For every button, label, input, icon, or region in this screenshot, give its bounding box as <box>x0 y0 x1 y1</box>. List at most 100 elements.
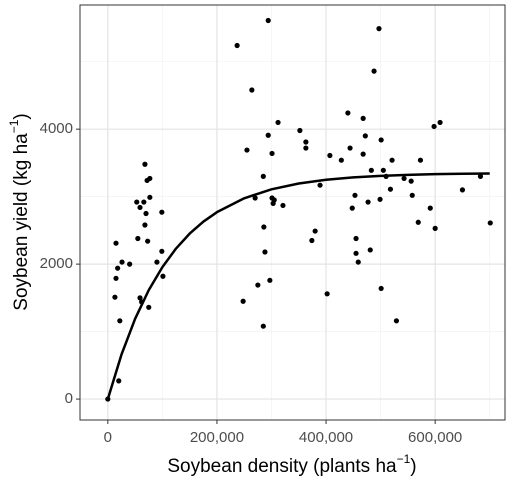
point <box>141 199 147 205</box>
point <box>312 228 318 234</box>
point <box>377 196 383 202</box>
point <box>252 195 258 201</box>
point <box>105 396 111 402</box>
point <box>378 285 384 292</box>
point <box>367 247 373 253</box>
point <box>487 220 493 226</box>
point <box>437 119 443 126</box>
point <box>303 139 309 145</box>
point <box>378 137 384 143</box>
point <box>360 151 366 157</box>
point <box>143 210 149 217</box>
point <box>415 219 421 225</box>
point <box>127 261 133 267</box>
point <box>477 173 484 179</box>
point <box>160 273 166 279</box>
point <box>260 173 266 179</box>
point <box>267 277 273 283</box>
point <box>324 291 330 297</box>
point <box>383 173 389 179</box>
point <box>317 182 323 188</box>
point <box>401 175 407 182</box>
point <box>159 209 165 215</box>
x-title-suffix: ) <box>410 456 416 477</box>
point <box>270 200 276 206</box>
point <box>432 225 438 231</box>
fit-curve <box>106 172 490 400</box>
point <box>265 17 271 24</box>
point <box>355 259 361 265</box>
y-axis-title: Soybean yield (kg ha−1) <box>7 113 32 310</box>
x-tick-label: 400,000 <box>299 429 353 446</box>
point <box>146 304 152 310</box>
point <box>459 187 466 193</box>
point <box>145 238 151 244</box>
y-tick-label: 4000 <box>40 120 73 137</box>
point <box>260 323 266 329</box>
point <box>113 240 119 246</box>
point <box>408 178 414 184</box>
point <box>371 68 377 74</box>
point <box>134 199 140 205</box>
point <box>142 222 148 228</box>
point <box>352 192 358 198</box>
point <box>389 157 395 163</box>
point <box>280 202 286 209</box>
point <box>147 194 153 200</box>
point <box>380 167 386 173</box>
y-tick-label: 2000 <box>40 255 73 272</box>
point <box>113 275 119 281</box>
x-title-superscript: −1 <box>397 452 411 466</box>
point <box>119 259 125 265</box>
point <box>353 235 359 242</box>
y-title-text: Soybean yield (kg ha <box>11 133 32 311</box>
point <box>387 186 394 192</box>
point <box>265 132 271 138</box>
x-tick-label: 0 <box>104 429 112 446</box>
point <box>269 150 275 157</box>
point <box>393 318 400 324</box>
point <box>376 26 382 32</box>
point <box>135 235 141 242</box>
point <box>142 161 148 167</box>
point <box>347 145 353 151</box>
point <box>116 378 122 384</box>
y-tick-label: 0 <box>65 390 73 407</box>
point <box>360 115 366 121</box>
point <box>365 199 371 205</box>
point <box>255 282 261 288</box>
panel-border <box>79 4 506 421</box>
x-tick-label: 200,000 <box>190 429 244 446</box>
point <box>261 224 267 230</box>
point <box>244 147 250 153</box>
point <box>154 259 160 265</box>
point <box>112 294 118 300</box>
y-title-superscript: −1 <box>7 119 21 133</box>
point <box>115 265 121 271</box>
point <box>297 127 303 134</box>
x-tick-label: 600,000 <box>408 429 462 446</box>
point <box>137 204 143 211</box>
point <box>431 123 437 130</box>
point <box>303 145 309 151</box>
point <box>234 42 240 49</box>
point <box>139 299 145 305</box>
point <box>417 157 424 163</box>
point <box>159 248 165 254</box>
point <box>409 192 415 198</box>
y-title-suffix: ) <box>11 113 32 119</box>
point <box>349 205 355 211</box>
point <box>240 298 246 304</box>
point <box>368 167 374 173</box>
point <box>137 295 143 301</box>
point <box>338 157 344 163</box>
point <box>345 110 351 116</box>
point <box>427 205 433 211</box>
point <box>275 119 281 126</box>
x-axis-title: Soybean density (plants ha−1) <box>167 452 416 477</box>
point <box>249 87 255 93</box>
point <box>353 250 359 256</box>
point <box>309 237 315 244</box>
